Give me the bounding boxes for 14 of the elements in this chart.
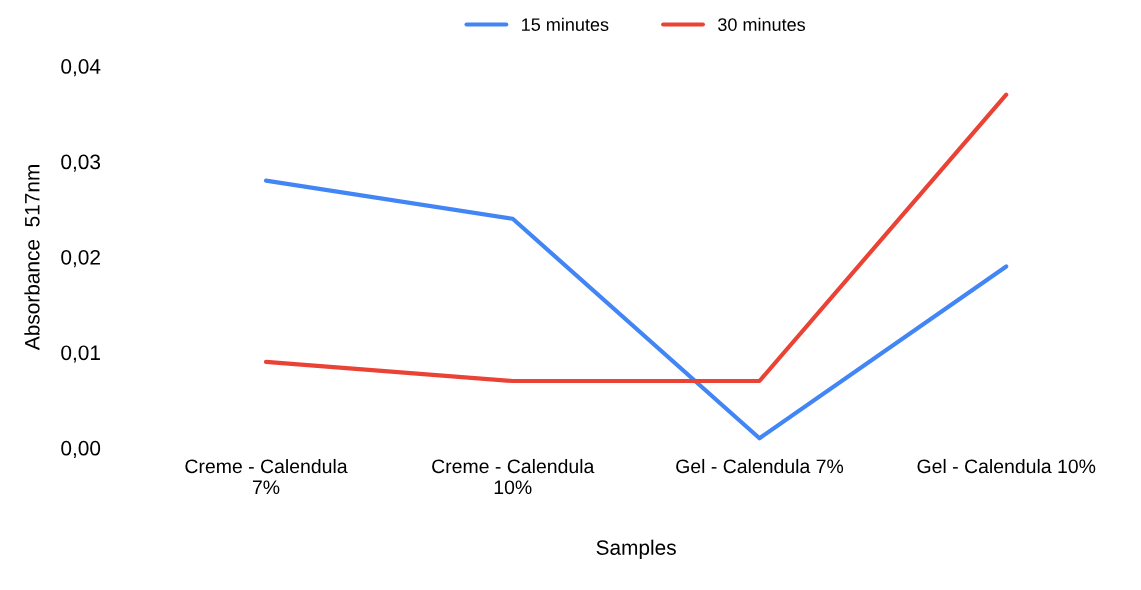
x-tick-label: Gel - Calendula 10% (917, 458, 1096, 474)
y-tick-label: 0,04 (61, 59, 101, 77)
x-axis-title: Samples (596, 539, 676, 560)
legend-label: 15 minutes (522, 17, 609, 31)
y-tick-label: 0,02 (61, 249, 100, 268)
x-tick-label: Creme - Calendula 7% (185, 458, 348, 495)
line-series (263, 178, 1009, 441)
y-tick-label: 0,01 (61, 345, 100, 363)
y-axis-title: Absorbance 517nm (24, 165, 40, 351)
x-tick-label: Gel - Calendula 7% (676, 458, 844, 474)
legend-label: 30 minutes (718, 17, 806, 31)
y-tick-label: 0,03 (61, 154, 101, 172)
y-tick-label: 0,00 (61, 440, 101, 459)
x-tick-label: Creme - Calendula 10% (432, 458, 595, 495)
